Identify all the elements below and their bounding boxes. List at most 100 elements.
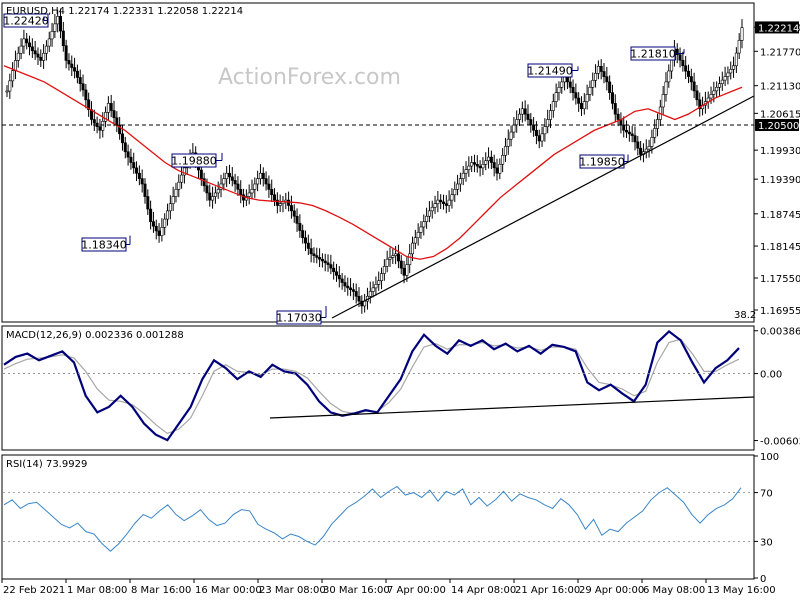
candle-body (667, 70, 671, 83)
candle-body (171, 196, 175, 204)
candle-body (664, 81, 668, 95)
candle-body (560, 81, 564, 88)
candle-body (633, 135, 637, 143)
candle-body (47, 38, 51, 47)
y-tick-label: 0.003864 (760, 327, 800, 338)
candle-body (143, 183, 147, 197)
candle-body (596, 66, 600, 74)
y-tick-label: 100 (760, 452, 779, 463)
candle-body (151, 221, 155, 227)
candle-body (554, 92, 558, 102)
candle-body (227, 172, 231, 178)
last-price-tag (755, 21, 799, 34)
annotation-text: 1.18340 (81, 239, 127, 252)
price-layer: 1.22420 1.19880 1.18340 1.17030 1.21490 1.198… (3, 8, 744, 325)
price-trendline (331, 95, 755, 319)
candle-body (112, 110, 116, 119)
candle-body (467, 165, 471, 170)
candle-body (199, 169, 203, 179)
candle-body (644, 148, 648, 153)
candle-body (75, 70, 79, 78)
candle-body (33, 50, 37, 55)
candle-body (684, 65, 688, 72)
candle-body (650, 137, 654, 147)
candle-body (599, 66, 603, 72)
candle-body (523, 108, 527, 115)
candle-body (475, 163, 479, 167)
y-tick-label: 0 (760, 574, 766, 585)
candle-body (610, 92, 614, 104)
candle-body (261, 172, 265, 179)
watermark: ActionForex.com (218, 65, 401, 90)
candle-body (205, 185, 209, 194)
candle-body (568, 81, 572, 88)
candle-body (216, 189, 220, 194)
candle-body (312, 253, 316, 256)
candle-body (334, 271, 338, 276)
macd-panel-frame (1, 325, 755, 451)
y-tick-label: 70 (760, 489, 773, 500)
candle-body (543, 126, 547, 135)
candle-body (168, 203, 172, 212)
candle-body (39, 56, 43, 61)
candle-body (501, 155, 505, 165)
candle-body (639, 147, 643, 155)
candle-body (549, 110, 553, 120)
candle-body (605, 76, 609, 83)
candle-body (585, 94, 589, 102)
candle-body (380, 273, 384, 282)
candle-body (157, 230, 161, 236)
candle-body (146, 196, 150, 210)
x-tick-label: 22 Feb 2021 (3, 585, 65, 596)
candle-body (374, 283, 378, 289)
candle-body (656, 119, 660, 129)
x-tick-label: 7 Apr 00:00 (387, 585, 446, 596)
candle-body (464, 169, 468, 174)
candle-body (608, 81, 612, 93)
candle-body (430, 206, 434, 212)
candle-body (106, 103, 110, 113)
candle-body (717, 83, 721, 88)
candle-body (427, 210, 431, 217)
candle-body (695, 90, 699, 101)
x-tick-label: 21 Apr 16:00 (515, 585, 580, 596)
candle-body (137, 172, 141, 179)
candle-body (247, 192, 251, 197)
candle-body (233, 180, 237, 185)
x-tick-label: 6 May 08:00 (643, 585, 705, 596)
candle-body (737, 40, 741, 54)
candle-body (472, 162, 476, 165)
macd-trendline (269, 396, 755, 419)
rsi-panel-title: RSI(14) 73.9929 (6, 459, 87, 470)
candle-body (515, 119, 519, 126)
candle-body (413, 237, 417, 244)
candle-body (574, 92, 578, 99)
candle-body (8, 80, 12, 92)
candle-body (461, 172, 465, 179)
candle-body (436, 199, 440, 204)
rsi-panel-frame (1, 454, 755, 580)
candle-body (382, 266, 386, 274)
candle-body (726, 72, 730, 77)
candle-body (484, 160, 488, 165)
candle-body (258, 172, 262, 179)
candle-body (70, 63, 74, 68)
candle-body (25, 38, 29, 44)
y-tick-label: 1.17550 (760, 274, 800, 285)
candle-body (698, 99, 702, 110)
candle-body (213, 192, 217, 197)
candle-body (239, 189, 243, 196)
candle-body (534, 129, 538, 136)
candle-body (292, 210, 296, 217)
candle-body (681, 59, 685, 67)
candle-body (267, 183, 271, 190)
candle-body (647, 146, 651, 150)
candle-body (67, 60, 71, 65)
x-tick-label: 14 Apr 08:00 (451, 585, 516, 596)
candle-body (740, 27, 744, 41)
candle-body (416, 232, 420, 239)
candle-body (613, 103, 617, 115)
candle-body (388, 257, 392, 260)
candle-body (298, 223, 302, 231)
y-tick-label: 1.21130 (760, 82, 800, 93)
